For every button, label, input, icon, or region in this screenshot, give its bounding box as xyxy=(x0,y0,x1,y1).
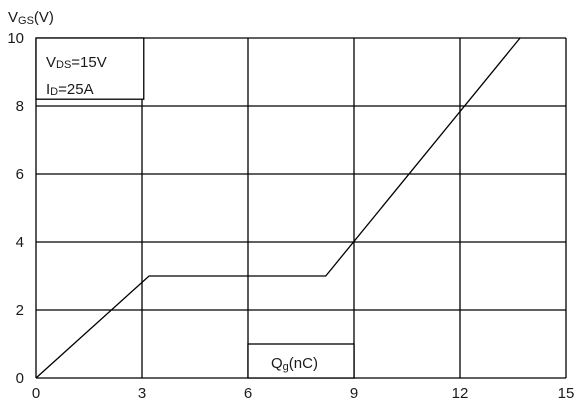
vgs-curve-line xyxy=(35,37,521,379)
x-tick-label-0: 0 xyxy=(32,385,40,402)
x-axis-label: Qg(nC) xyxy=(271,355,318,373)
y-tick-label-1: 2 xyxy=(16,302,24,319)
y-axis-label: VGS(V) xyxy=(8,9,54,27)
x-label-box xyxy=(247,343,355,379)
conditions-box-frame xyxy=(35,37,145,100)
condition-id: ID=25A xyxy=(46,81,94,98)
y-tick-label-5: 10 xyxy=(7,30,24,47)
x-tick-label-3: 9 xyxy=(350,385,358,402)
x-tick-label-4: 12 xyxy=(452,385,469,402)
y-tick-label-4: 8 xyxy=(16,98,24,115)
condition-vds: VDS=15V xyxy=(46,54,107,71)
y-axis-ticks: 0 2 4 6 8 10 xyxy=(7,30,24,387)
x-tick-label-1: 3 xyxy=(138,385,146,402)
x-axis-ticks: 0 3 6 9 12 15 xyxy=(32,385,575,402)
plot-area xyxy=(35,37,521,379)
x-tick-label-2: 6 xyxy=(244,385,252,402)
x-tick-label-5: 15 xyxy=(558,385,575,402)
y-tick-label-0: 0 xyxy=(16,370,24,387)
y-tick-label-2: 4 xyxy=(16,234,24,251)
y-tick-label-3: 6 xyxy=(16,166,24,183)
conditions-box xyxy=(35,37,355,379)
